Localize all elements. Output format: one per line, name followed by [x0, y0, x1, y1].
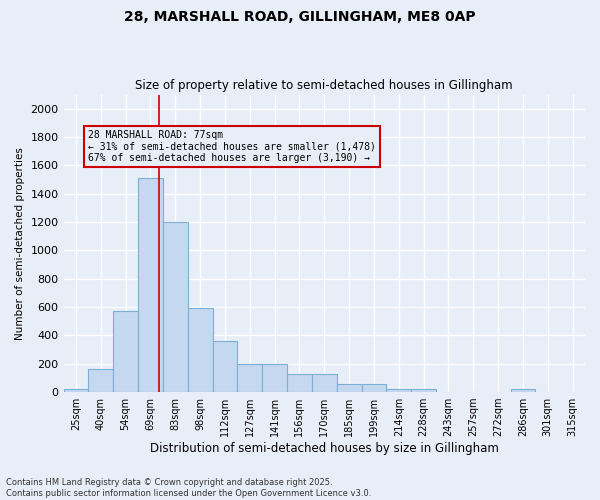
Bar [188, 308, 212, 392]
Bar [287, 374, 312, 392]
Bar [386, 388, 411, 392]
Text: 28 MARSHALL ROAD: 77sqm
← 31% of semi-detached houses are smaller (1,478)
67% of: 28 MARSHALL ROAD: 77sqm ← 31% of semi-de… [88, 130, 376, 163]
Title: Size of property relative to semi-detached houses in Gillingham: Size of property relative to semi-detach… [136, 79, 513, 92]
Bar [411, 388, 436, 392]
Bar [138, 178, 163, 392]
Bar [262, 364, 287, 392]
Bar [362, 384, 386, 392]
Bar [212, 341, 238, 392]
Bar [64, 389, 88, 392]
Bar [238, 364, 262, 392]
Text: 28, MARSHALL ROAD, GILLINGHAM, ME8 0AP: 28, MARSHALL ROAD, GILLINGHAM, ME8 0AP [124, 10, 476, 24]
Bar [113, 312, 138, 392]
Y-axis label: Number of semi-detached properties: Number of semi-detached properties [15, 147, 25, 340]
Bar [511, 389, 535, 392]
Bar [88, 370, 113, 392]
Bar [337, 384, 362, 392]
Bar [312, 374, 337, 392]
Text: Contains HM Land Registry data © Crown copyright and database right 2025.
Contai: Contains HM Land Registry data © Crown c… [6, 478, 371, 498]
X-axis label: Distribution of semi-detached houses by size in Gillingham: Distribution of semi-detached houses by … [150, 442, 499, 455]
Bar [163, 222, 188, 392]
